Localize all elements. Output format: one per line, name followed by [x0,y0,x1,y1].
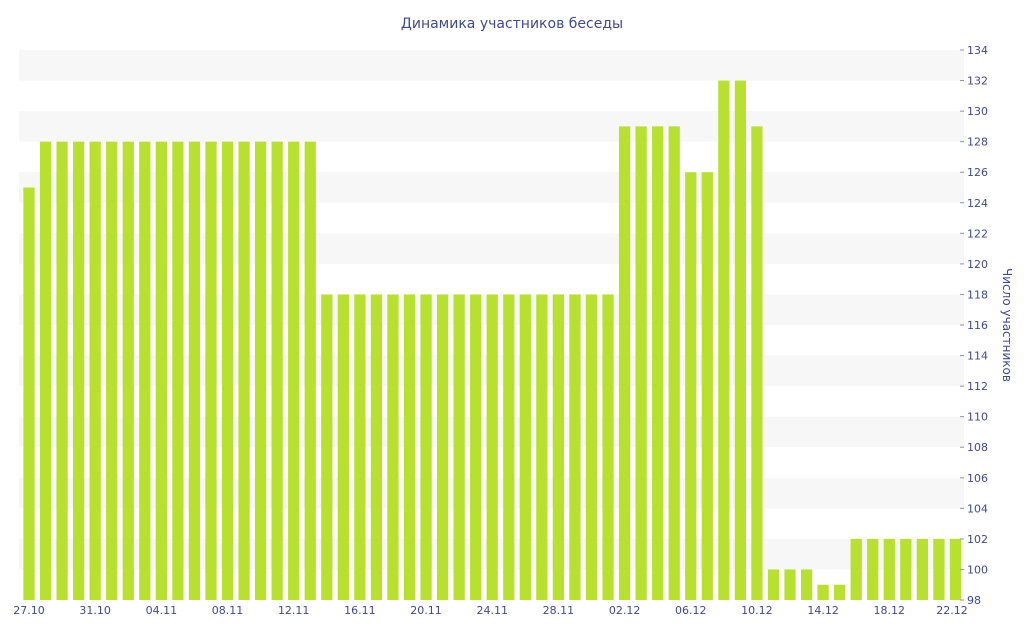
bar-12.12 [784,569,796,600]
bar-22.11 [453,294,465,600]
y-tick-label: 134 [967,44,988,57]
bar-06.11 [188,141,201,601]
bar-10.11 [254,141,267,601]
y-tick-label: 114 [967,350,988,363]
bar-09.12 [734,80,747,600]
bar-11.12 [767,569,780,600]
bar-26.11 [519,294,531,600]
bar-18.12 [883,538,895,600]
bar-15.11 [337,294,349,600]
x-tick-label: 27.10 [13,604,45,617]
bar-08.12 [718,80,730,600]
y-axis-ticks: 98 100 102 104 106 108 110 112 114 116 118 120 122 12… [960,44,988,607]
y-tick-label: 128 [967,136,988,149]
x-axis-ticks: 27.10 31.10 04.11 08.11 12.11 16.11 20.11 24.11… [13,604,968,617]
y-axis-label: Число участников [1000,268,1014,382]
bar-17.12 [867,538,879,600]
bar-13.11 [304,141,316,601]
y-tick-label: 108 [967,441,988,454]
bars [23,80,962,601]
bar-23.11 [470,294,482,600]
bar-20.11 [420,294,432,600]
bar-15.12 [834,584,846,600]
bar-10.12 [751,126,763,600]
bar-28.11 [552,294,565,600]
y-tick-label: 122 [967,227,988,240]
bar-14.11 [321,294,333,600]
bar-08.11 [221,141,234,601]
grid-band [19,50,964,81]
x-tick-label: 24.11 [476,604,508,617]
bar-07.12 [701,172,713,600]
bar-02.12 [618,126,631,600]
bar-05.12 [668,126,680,600]
bar-03.12 [635,126,647,600]
bar-16.12 [850,538,862,600]
bar-27.11 [536,294,548,600]
x-tick-label: 28.11 [543,604,575,617]
bar-20.12 [916,538,928,600]
bar-03.11 [139,141,151,601]
bar-07.11 [205,141,217,601]
bar-06.12 [685,172,697,600]
y-tick-label: 100 [967,563,988,576]
bar-21.12 [933,538,945,600]
y-tick-label: 124 [967,197,988,210]
x-tick-label: 02.12 [609,604,641,617]
x-tick-label: 04.11 [146,604,178,617]
y-tick-label: 118 [967,288,988,301]
bar-29.10 [56,141,68,601]
x-tick-label: 18.12 [874,604,906,617]
bar-05.11 [172,141,184,601]
bar-25.11 [503,294,515,600]
chart-title: Динамика участников беседы [401,16,623,32]
bar-09.11 [238,141,250,601]
bar-24.11 [486,294,498,600]
x-tick-label: 31.10 [79,604,111,617]
bar-31.10 [89,141,101,601]
x-tick-label: 08.11 [212,604,244,617]
bar-30.11 [585,294,598,600]
bar-27.10 [23,187,35,600]
x-tick-label: 12.11 [278,604,310,617]
bar-04.12 [652,126,664,600]
x-tick-label: 16.11 [344,604,376,617]
x-tick-label: 20.11 [410,604,442,617]
y-tick-label: 104 [967,502,988,515]
bar-30.10 [73,141,85,601]
bar-22.12 [949,538,962,600]
bar-13.12 [800,569,813,600]
bar-16.11 [354,294,366,600]
bar-19.11 [403,294,416,600]
grid-band [19,111,964,142]
y-tick-label: 130 [967,105,988,118]
y-tick-label: 102 [967,533,988,546]
x-tick-label: 06.12 [675,604,707,617]
x-tick-label: 14.12 [807,604,839,617]
y-tick-label: 98 [967,594,981,607]
bar-17.11 [370,294,383,600]
bar-02.11 [122,141,134,601]
bar-18.11 [387,294,399,600]
bar-21.11 [436,294,449,600]
bar-29.11 [569,294,581,600]
bar-01.12 [602,294,614,600]
bar-12.11 [288,141,300,601]
bar-14.12 [817,584,829,600]
bar-19.12 [900,538,912,600]
y-tick-label: 132 [967,75,988,88]
y-tick-label: 112 [967,380,988,393]
bar-04.11 [155,141,167,601]
y-tick-label: 110 [967,411,988,424]
y-tick-label: 120 [967,258,988,271]
y-tick-label: 116 [967,319,988,332]
bar-28.10 [39,141,52,601]
y-tick-label: 126 [967,166,988,179]
y-tick-label: 106 [967,472,988,485]
bar-01.11 [106,141,118,601]
x-tick-label: 10.12 [741,604,773,617]
x-tick-label: 22.12 [936,604,968,617]
bar-11.11 [271,141,283,601]
